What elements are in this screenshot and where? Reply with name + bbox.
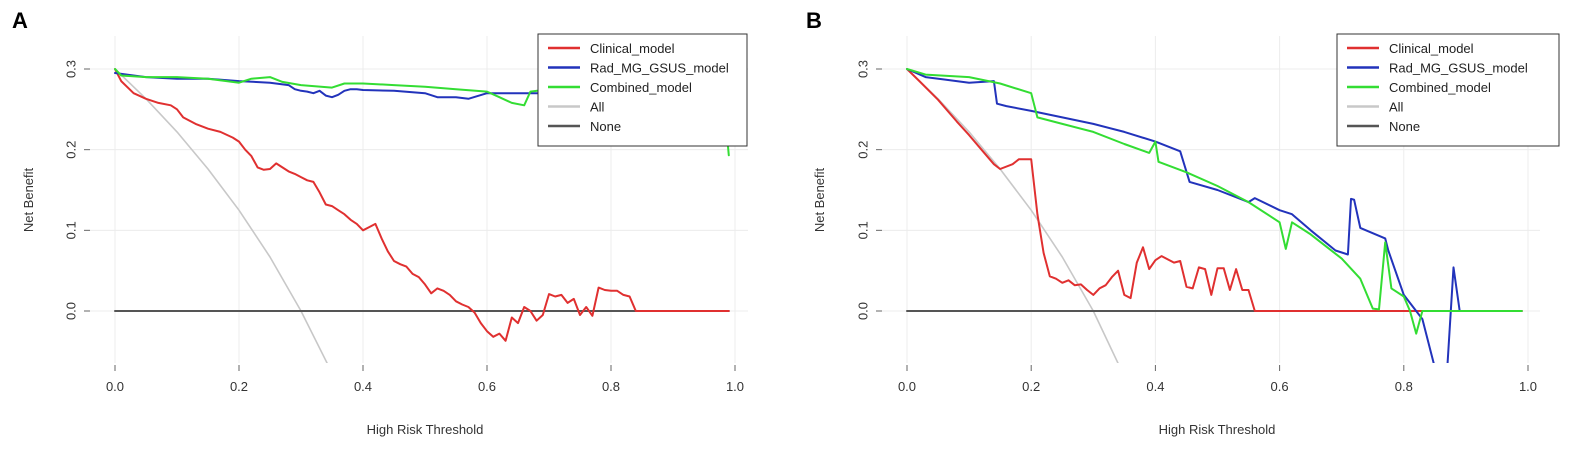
x-tick-label: 0.0	[898, 379, 916, 394]
y-tick-label: 0.0	[63, 302, 78, 320]
y-tick-label: 0.2	[63, 141, 78, 159]
series-line-combined-model	[906, 68, 1523, 335]
x-tick-label: 0.6	[478, 379, 496, 394]
y-tick-label: 0.3	[63, 60, 78, 78]
x-tick-label: 0.2	[1022, 379, 1040, 394]
y-tick-label: 0.0	[855, 302, 870, 320]
chart-panel-a: A 0.0 0.2 0.4 0.6 0.8 1.0 0.0 0.1 0.2 0.3 High Risk…	[12, 8, 748, 437]
x-tick-label: 0.6	[1271, 379, 1289, 394]
legend: Clinical_model Rad_MG_GSUS_model Combined_…	[537, 33, 748, 147]
legend-label: Rad_MG_GSUS_model	[1389, 61, 1528, 76]
x-tick-label: 0.0	[106, 379, 124, 394]
x-tick-label: 1.0	[726, 379, 744, 394]
series-line-all	[114, 68, 328, 363]
panel-label: B	[806, 8, 822, 33]
x-tick-label: 0.4	[1146, 379, 1164, 394]
x-axis-title: High Risk Threshold	[1159, 422, 1276, 437]
legend-box	[1336, 33, 1560, 147]
y-tick-label: 0.2	[855, 141, 870, 159]
series-lines	[906, 68, 1523, 363]
series-line-clinical-model	[114, 68, 730, 342]
legend-label: None	[590, 119, 621, 134]
x-tick-label: 1.0	[1519, 379, 1537, 394]
y-tick-label: 0.1	[63, 221, 78, 239]
legend-label: All	[590, 100, 605, 115]
series-line-clinical-model	[906, 68, 1523, 312]
legend-label: None	[1389, 119, 1420, 134]
legend-box	[537, 33, 748, 147]
x-tick-label: 0.4	[354, 379, 372, 394]
y-axis-title: Net Benefit	[812, 167, 827, 232]
legend-label: Combined_model	[1389, 80, 1491, 95]
y-tick-label: 0.3	[855, 60, 870, 78]
y-tick-label: 0.1	[855, 221, 870, 239]
y-axis-title: Net Benefit	[21, 167, 36, 232]
legend-label: All	[1389, 100, 1404, 115]
x-axis-title: High Risk Threshold	[367, 422, 484, 437]
x-tick-label: 0.2	[230, 379, 248, 394]
legend-label: Clinical_model	[590, 41, 675, 56]
x-tick-label: 0.8	[1395, 379, 1413, 394]
legend-label: Clinical_model	[1389, 41, 1474, 56]
series-line-rad-mg-gsus-model	[906, 68, 1461, 363]
chart-panel-b: B 0.0 0.2 0.4 0.6 0.8 1.0 0.0 0.1 0.2 0.3 High Risk…	[806, 8, 1560, 437]
legend-label: Combined_model	[590, 80, 692, 95]
legend: Clinical_model Rad_MG_GSUS_model Combined_…	[1336, 33, 1560, 147]
x-tick-label: 0.8	[602, 379, 620, 394]
panel-label: A	[12, 8, 28, 33]
legend-label: Rad_MG_GSUS_model	[590, 61, 729, 76]
